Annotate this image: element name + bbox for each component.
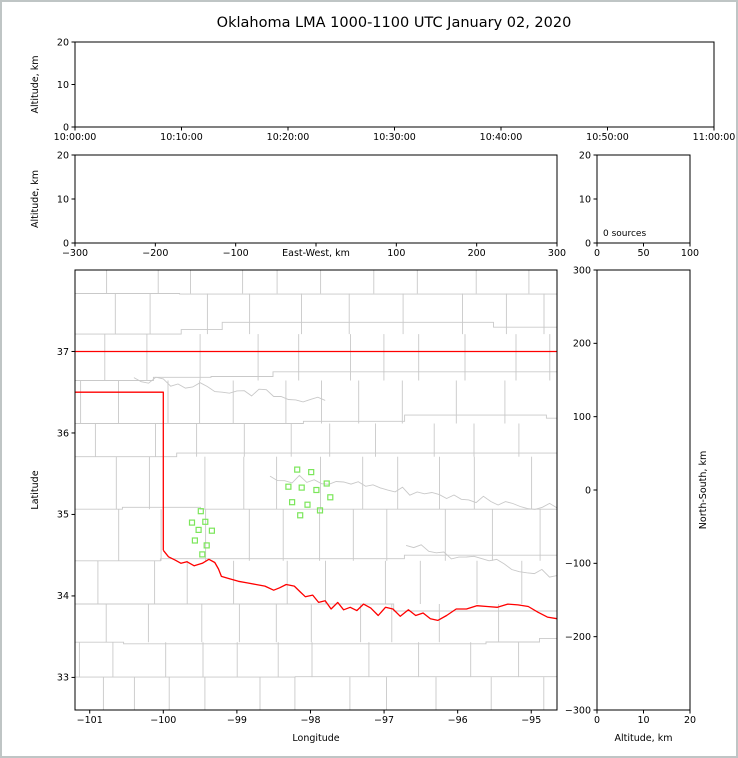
x-tick-label: −96 [448, 715, 468, 726]
station-marker [188, 519, 196, 526]
map-panel: −101 −100 −99 −98 −97 −96 −95 Longitude 33 34 35 36… [30, 269, 560, 744]
station-marker [208, 527, 215, 534]
y-tick-label: 0 [63, 122, 69, 133]
x-tick-label: 0 [594, 715, 600, 726]
river [133, 376, 326, 403]
station-marker [297, 512, 304, 519]
y-tick-label: 20 [579, 150, 591, 161]
river [405, 544, 557, 578]
y-tick-label: 10 [57, 80, 69, 91]
station-marker [195, 526, 202, 534]
x-tick-label: 300 [548, 248, 566, 259]
x-tick-label: 10:50:00 [586, 132, 629, 143]
y-tick-label: 34 [57, 591, 69, 602]
x-tick-label: −100 [150, 715, 176, 726]
x-tick-label: 11:00:00 [693, 132, 736, 143]
ew-height-panel: −300 −200 −100 100 200 300 East-West, km 0 10 20 A… [30, 150, 566, 259]
y-tick-label: 0 [63, 238, 69, 249]
time-height-panel: 10:00:00 10:10:00 10:20:00 10:30:00 10:40:00… [30, 37, 735, 143]
x-tick-label: −95 [521, 715, 541, 726]
y-tick-label: 36 [57, 428, 69, 439]
y-tick-label: 0 [585, 238, 591, 249]
x-tick-label: 10:40:00 [480, 132, 523, 143]
panel-frame [74, 269, 558, 711]
station-marker [197, 508, 204, 515]
y-tick-label: 33 [57, 673, 69, 684]
ns-height-panel: 0 10 20 Altitude, km 300 200 100 0 −100 −200 −300 N… [565, 265, 709, 744]
x-tick-label: 10:10:00 [160, 132, 203, 143]
station-marker [304, 501, 311, 508]
x-tick-label: 20 [684, 715, 696, 726]
x-tick-label: −99 [227, 715, 247, 726]
river [269, 474, 557, 510]
x-axis-label: Longitude [292, 733, 339, 744]
x-tick-label: −100 [223, 248, 249, 259]
x-tick-label: 10 [637, 715, 649, 726]
x-axis-label: Altitude, km [615, 733, 673, 744]
station-marker [323, 480, 330, 487]
x-tick-label: 10:00:00 [54, 132, 97, 143]
x-axis-label: East-West, km [282, 248, 350, 259]
x-tick-label: 100 [681, 248, 699, 259]
y-tick-label: −200 [565, 632, 591, 643]
map-content [75, 270, 560, 710]
y-axis-label: Altitude, km [30, 170, 41, 228]
y-tick-label: 200 [573, 339, 591, 350]
panel-frame [596, 269, 691, 711]
state-border-line [559, 352, 560, 393]
station-marker [191, 537, 198, 544]
state-border-line [75, 391, 164, 551]
state-border-line [162, 549, 557, 622]
alt-histogram-panel: 0 50 100 0 10 20 0 sources [579, 150, 699, 259]
x-tick-label: −300 [62, 248, 88, 259]
x-tick-label: −98 [300, 715, 320, 726]
y-tick-label: −100 [565, 559, 591, 570]
y-axis-label: Latitude [30, 470, 41, 509]
x-tick-label: 10:20:00 [267, 132, 310, 143]
county-lines [75, 270, 557, 710]
station-marker [199, 551, 206, 558]
station-marker [203, 542, 210, 549]
station-marker [202, 518, 209, 525]
y-tick-label: 37 [57, 347, 69, 358]
x-tick-label: −101 [77, 715, 103, 726]
panel-frame [74, 154, 558, 244]
y-tick-label: 35 [57, 510, 69, 521]
lma-stations [188, 466, 334, 558]
y-tick-label: 100 [573, 412, 591, 423]
y-axis-label: Altitude, km [30, 56, 41, 114]
river-lines [133, 376, 557, 578]
station-marker [327, 494, 334, 501]
station-marker [289, 499, 296, 506]
x-tick-label: 100 [387, 248, 405, 259]
state-border [75, 350, 560, 622]
x-tick-label: −200 [142, 248, 168, 259]
panel-frame [74, 41, 715, 128]
y-tick-label: 10 [579, 194, 591, 205]
station-marker [285, 483, 292, 490]
y-tick-label: 20 [57, 150, 69, 161]
source-count-annotation: 0 sources [603, 229, 646, 239]
x-tick-label: 200 [468, 248, 486, 259]
station-marker [294, 466, 301, 473]
y-tick-label: −300 [565, 705, 591, 716]
x-tick-label: −97 [374, 715, 394, 726]
y-tick-label: 0 [585, 485, 591, 496]
figure-title: Oklahoma LMA 1000-1100 UTC January 02, 2… [217, 15, 572, 31]
y-tick-label: 20 [57, 37, 69, 48]
x-tick-label: 0 [594, 248, 600, 259]
y-tick-label: 300 [573, 265, 591, 276]
x-tick-label: 10:30:00 [373, 132, 416, 143]
x-tick-label: 50 [637, 248, 649, 259]
y-tick-label: 10 [57, 194, 69, 205]
station-marker [298, 484, 305, 491]
station-marker [316, 507, 324, 514]
station-marker [308, 469, 315, 476]
station-marker [313, 486, 320, 494]
y-axis-label-right: North-South, km [698, 451, 709, 529]
